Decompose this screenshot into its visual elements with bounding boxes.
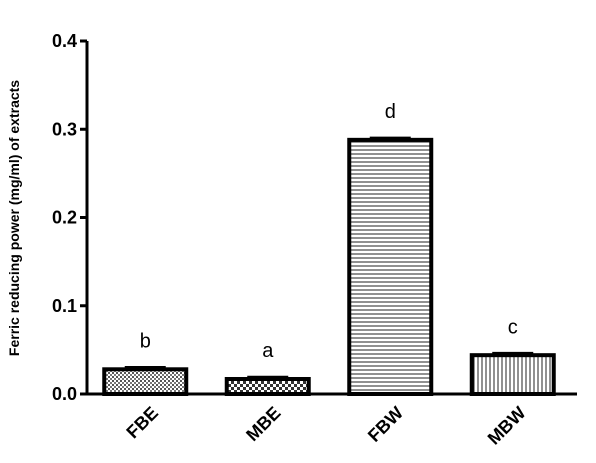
y-tick-label: 0.3 (52, 119, 77, 139)
x-tick-label: FBW (364, 403, 407, 446)
significance-label-fbe: b (140, 331, 151, 353)
significance-label-fbw: d (385, 101, 396, 123)
y-axis-label: Ferric reducing power (mg/ml) of extract… (6, 80, 22, 356)
y-tick-label: 0.4 (52, 31, 77, 51)
y-tick-label: 0.0 (52, 384, 77, 404)
significance-label-mbe: a (262, 340, 274, 362)
x-tick-label: MBE (242, 403, 284, 445)
bar-mbw (469, 353, 556, 397)
bar-mbe (224, 376, 311, 396)
y-tick-label: 0.1 (52, 296, 77, 316)
bar-fbe (102, 367, 189, 397)
y-tick-label: 0.2 (52, 208, 77, 228)
x-tick-label: MBW (484, 403, 530, 449)
x-tick-label: FBE (122, 403, 162, 443)
y-ticks: 0.0 0.1 0.2 0.3 0.4 (52, 31, 87, 404)
axes (85, 41, 577, 396)
bars: b a d c (102, 101, 556, 397)
bar-fbw (347, 137, 434, 396)
x-tick-labels: FBE MBE FBW MBW (122, 403, 529, 449)
significance-label-mbw: c (508, 316, 518, 338)
